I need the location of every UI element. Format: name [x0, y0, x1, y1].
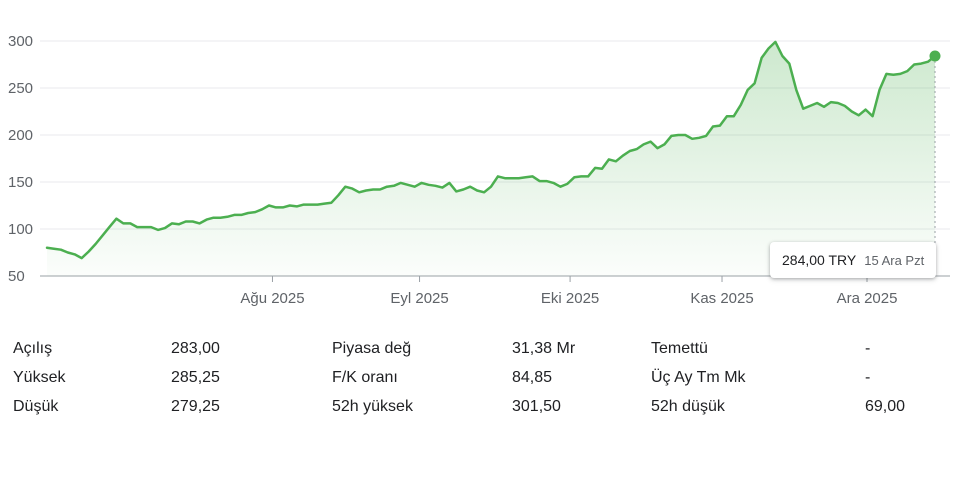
stat-value-high: 285,25: [171, 369, 220, 386]
x-tick-label: Ara 2025: [837, 290, 898, 307]
x-tick-label: Ağu 2025: [240, 290, 304, 307]
price-chart[interactable]: 50 100 150 200 250 300 Ağu 2025 Eyl 2025 Eki 20…: [0, 0, 960, 320]
x-tick-label: Kas 2025: [690, 290, 753, 307]
price-line: [45, 40, 937, 260]
stat-value-market-cap: 31,38 Mr: [512, 340, 576, 357]
stat-label-dividend: Temettü: [651, 340, 708, 357]
stat-value-pe-ratio: 84,85: [512, 369, 553, 386]
x-tick-label: Eki 2025: [541, 290, 599, 307]
y-tick-label: 250: [8, 80, 33, 97]
stat-value-quarterly-div: -: [865, 369, 871, 386]
stat-label-quarterly-div: Üç Ay Tm Mk: [651, 369, 746, 386]
stat-value-dividend: -: [865, 340, 871, 357]
stat-label-open: Açılış: [13, 340, 53, 357]
stat-label-high: Yüksek: [13, 369, 66, 386]
x-axis: Ağu 2025 Eyl 2025 Eki 2025 Kas 2025 Ara 2025: [240, 276, 897, 307]
stats-row: Yüksek 285,25 F/K oranı 84,85 Üç Ay Tm M…: [0, 365, 960, 394]
tooltip-date: 15 Ara Pzt: [864, 252, 925, 268]
y-tick-label: 100: [8, 221, 33, 238]
stat-value-52w-low: 69,00: [865, 398, 906, 415]
x-tick-label: Eyl 2025: [390, 290, 448, 307]
key-stats-table: Açılış 283,00 Piyasa değ 31,38 Mr Temett…: [0, 336, 960, 423]
stat-label-pe-ratio: F/K oranı: [332, 369, 398, 386]
y-tick-label: 50: [8, 268, 25, 285]
stat-label-market-cap: Piyasa değ: [332, 340, 412, 357]
y-axis: 50 100 150 200 250 300: [8, 33, 33, 285]
tooltip-price: 284,00 TRY: [782, 252, 857, 268]
price-area: [47, 41, 935, 277]
stat-label-52w-high: 52h yüksek: [332, 398, 413, 415]
y-tick-label: 200: [8, 127, 33, 144]
last-price-point: [929, 50, 941, 62]
stat-value-low: 279,25: [171, 398, 220, 415]
stat-label-52w-low: 52h düşük: [651, 398, 725, 415]
stats-row: Açılış 283,00 Piyasa değ 31,38 Mr Temett…: [0, 336, 960, 365]
stats-row: Düşük 279,25 52h yüksek 301,50 52h düşük…: [0, 394, 960, 423]
y-tick-label: 150: [8, 174, 33, 191]
price-tooltip: 284,00 TRY 15 Ara Pzt: [770, 242, 937, 278]
stat-label-low: Düşük: [13, 398, 59, 415]
y-tick-label: 300: [8, 33, 33, 50]
stat-value-52w-high: 301,50: [512, 398, 561, 415]
stat-value-open: 283,00: [171, 340, 220, 357]
